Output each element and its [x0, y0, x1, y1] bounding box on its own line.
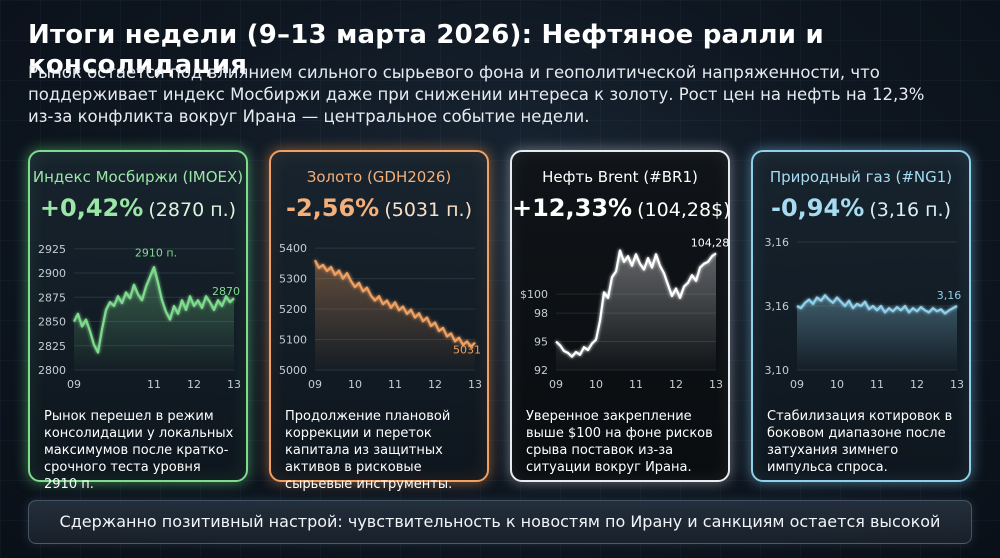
data-label: 104,28: [691, 237, 730, 250]
chart-brent: 92 95 98 $100 09 10 11 12 13 104,28: [520, 237, 730, 391]
y-tick-label: 5000: [279, 364, 307, 377]
y-tick-label: 2875: [38, 291, 66, 304]
card-description: Продолжение плановой коррекции и переток…: [285, 409, 453, 492]
change-percent: -0,94%: [771, 194, 865, 222]
y-tick-label: 2825: [38, 340, 66, 353]
y-tick-label: 3,16: [765, 300, 790, 313]
x-tick-label: 09: [308, 378, 322, 391]
x-tick-label: 11: [388, 378, 402, 391]
chart-imoex: 2800 2825 2850 2875 2900 2925 09 11 12 13 2910 п. 2…: [38, 243, 241, 391]
y-tick-label: 92: [534, 364, 548, 377]
x-tick-label: 13: [227, 378, 241, 391]
card-value: +0,42% (2870 п.): [30, 194, 246, 222]
x-tick-label: 12: [910, 378, 924, 391]
series-line: [314, 259, 476, 348]
data-label: 2910 п.: [135, 246, 177, 259]
card-brent: Нефть Brent (#BR1) +12,33% (104,28$) 92 9…: [510, 150, 731, 482]
card-imoex: Индекс Мосбиржи (IMOEX) +0,42% (2870 п.)…: [28, 150, 248, 492]
card-title: Нефть Brent (#BR1): [542, 168, 698, 186]
x-tick-label: 11: [629, 378, 643, 391]
y-tick-label: $100: [520, 288, 548, 301]
price-level: (5031 п.): [384, 199, 472, 221]
y-tick-label: 5100: [279, 334, 307, 347]
y-tick-label: 2925: [38, 243, 66, 256]
card-title: Природный газ (#NG1): [769, 168, 953, 186]
x-tick-label: 11: [147, 378, 161, 391]
series-area: [556, 250, 716, 370]
card-gold: Золото (GDH2026) -2,56% (5031 п.) 5000 51…: [269, 150, 489, 492]
x-tick-label: 10: [348, 378, 362, 391]
x-tick-label: 09: [549, 378, 563, 391]
x-tick-label: 12: [669, 378, 683, 391]
y-tick-label: 2850: [38, 316, 66, 329]
card-description: Стабилизация котировок в боковом диапазо…: [767, 409, 953, 475]
series-line: [555, 249, 717, 358]
x-tick-label: 10: [830, 378, 844, 391]
y-tick-label: 2900: [38, 267, 66, 280]
y-tick-label: 98: [534, 307, 548, 320]
series-area: [797, 295, 957, 370]
price-level: (104,28$): [637, 199, 731, 221]
y-tick-label: 3,16: [765, 236, 790, 249]
chart-gold: 5000 5100 5200 5300 5400 09 10 11 12 13 5031: [279, 242, 482, 391]
y-tick-label: 5400: [279, 242, 307, 255]
x-tick-label: 09: [67, 378, 81, 391]
data-label: 3,16: [937, 289, 962, 302]
y-tick-label: 5300: [279, 273, 307, 286]
x-tick-label: 12: [187, 378, 201, 391]
x-tick-label: 13: [709, 378, 723, 391]
card-description: Уверенное закрепление выше $100 на фоне …: [526, 409, 713, 475]
price-level: (2870 п.): [148, 199, 237, 221]
price-level: (3,16 п.): [869, 199, 951, 221]
chart-natgas: 3,10 3,16 3,16 09 10 11 12 13 3,16: [765, 236, 965, 391]
y-tick-label: 95: [534, 336, 548, 349]
y-tick-label: 3,10: [765, 364, 790, 377]
change-percent: +12,33%: [512, 194, 633, 222]
series-area: [315, 260, 475, 370]
y-tick-label: 5200: [279, 303, 307, 316]
card-description: Рынок перешел в режим консолидации у лок…: [44, 409, 234, 492]
change-percent: -2,56%: [285, 194, 380, 222]
card-value: -2,56% (5031 п.): [271, 194, 487, 222]
y-tick-label: 2800: [38, 364, 66, 377]
series-line: [73, 266, 235, 354]
change-percent: +0,42%: [39, 194, 144, 222]
card-value: +12,33% (104,28$): [512, 194, 731, 222]
page-subtitle: Рынок остается под влиянием сильного сыр…: [28, 63, 925, 126]
x-tick-label: 10: [589, 378, 603, 391]
card-natgas: Природный газ (#NG1) -0,94% (3,16 п.) 3,…: [751, 150, 971, 482]
footer-banner: Сдержанно позитивный настрой: чувствител…: [28, 500, 972, 544]
card-title: Индекс Мосбиржи (IMOEX): [32, 168, 244, 186]
card-title: Золото (GDH2026): [306, 168, 452, 186]
x-tick-label: 12: [428, 378, 442, 391]
data-label: 5031: [453, 344, 481, 357]
card-value: -0,94% (3,16 п.): [753, 194, 969, 222]
x-tick-label: 13: [950, 378, 964, 391]
page-title: Итоги недели (9–13 марта 2026): Нефтяное…: [28, 20, 824, 80]
series-area: [74, 267, 234, 370]
x-tick-label: 09: [790, 378, 804, 391]
data-label: 2870: [212, 285, 240, 298]
x-tick-label: 13: [468, 378, 482, 391]
series-line: [796, 294, 958, 315]
x-tick-label: 11: [870, 378, 884, 391]
